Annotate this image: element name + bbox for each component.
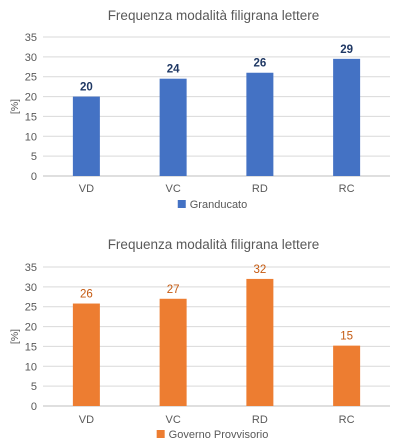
y-tick-label: 35 [25, 32, 37, 44]
legend-label: Governo Provvisorio [169, 429, 269, 441]
y-tick-label: 10 [25, 131, 37, 143]
y-tick-label: 25 [25, 72, 37, 84]
legend-swatch [156, 430, 165, 438]
x-tick-label: VC [165, 183, 180, 195]
x-tick-label: VC [165, 414, 180, 426]
y-tick-label: 10 [25, 361, 37, 373]
y-tick-label: 20 [25, 322, 37, 334]
data-label: 27 [167, 284, 180, 296]
data-label: 32 [253, 264, 266, 276]
chart-2: Frequenza modalità filigrana lettere 0 5 10… [9, 237, 390, 441]
chart-title: Frequenza modalità filigrana lettere [108, 8, 320, 23]
data-label: 26 [80, 289, 93, 301]
x-tick-label: RD [252, 414, 268, 426]
y-axis-label: [%] [9, 329, 21, 344]
x-tick-label: VD [79, 414, 94, 426]
data-label: 20 [80, 82, 93, 94]
data-label: 29 [340, 44, 353, 56]
legend-label: Granducato [190, 199, 247, 211]
bar-vc [159, 298, 187, 406]
legend-swatch [177, 200, 186, 208]
x-tick-label: RD [252, 183, 268, 195]
y-axis-label: [%] [9, 99, 21, 114]
x-tick-label: RC [339, 183, 355, 195]
y-tick-label: 0 [31, 401, 37, 413]
y-tick-label: 0 [31, 171, 37, 183]
chart-title: Frequenza modalità filigrana lettere [108, 237, 320, 252]
x-tick-label: RC [339, 414, 355, 426]
x-tick-label: VD [79, 183, 94, 195]
bar-rc [333, 58, 361, 176]
legend: Granducato [177, 199, 247, 211]
bar-vd [72, 303, 100, 406]
bar-rd [246, 72, 274, 176]
y-tick-label: 15 [25, 341, 37, 353]
data-label: 26 [253, 58, 266, 70]
y-tick-label: 35 [25, 262, 37, 274]
bar-vd [72, 96, 100, 176]
y-tick-label: 30 [25, 282, 37, 294]
y-tick-label: 5 [31, 151, 37, 163]
data-label: 24 [167, 64, 180, 76]
y-tick-label: 5 [31, 381, 37, 393]
y-tick-label: 15 [25, 111, 37, 123]
chart-1: Frequenza modalità filigrana lettere 0 5 10… [9, 8, 390, 211]
y-tick-label: 20 [25, 92, 37, 104]
bar-vc [159, 78, 187, 176]
data-label: 15 [340, 331, 353, 343]
bar-rc [333, 345, 361, 406]
y-tick-label: 25 [25, 302, 37, 314]
y-tick-label: 30 [25, 52, 37, 64]
legend: Governo Provvisorio [156, 429, 269, 441]
bar-rd [246, 278, 274, 406]
